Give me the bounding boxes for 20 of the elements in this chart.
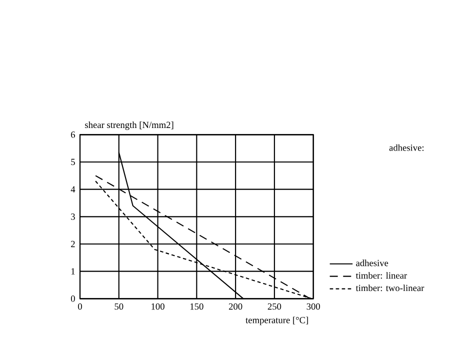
x-tick-label: 100 [152, 304, 164, 310]
y-tick-label: 2 [71, 241, 75, 248]
text: adhesive: [389, 144, 424, 152]
y-tick-label: 6 [71, 132, 76, 138]
x-tick-label: 250 [268, 304, 282, 310]
y-tick-label: 1 [71, 268, 75, 275]
y-tick-label: 0 [70, 296, 75, 302]
x-axis-title: temperature [°C] [246, 316, 308, 326]
x-tick-label: 0 [78, 304, 82, 310]
y-tick-label: 4 [70, 186, 76, 193]
y-axis-title: shear strength [N/mm2] [85, 122, 174, 130]
x-tick-label: 150 [190, 304, 204, 310]
y-tick-label: 5 [71, 159, 75, 166]
legend-label: adhesive [356, 260, 388, 266]
y-tick-label: 3 [71, 214, 75, 220]
x-tick-label: 50 [114, 304, 124, 310]
x-tick-label: 200 [228, 304, 242, 310]
x-tick-label: 300 [306, 304, 320, 310]
legend-label: timber: two-linear [356, 284, 424, 292]
legend-label: timber: linear [356, 272, 408, 279]
